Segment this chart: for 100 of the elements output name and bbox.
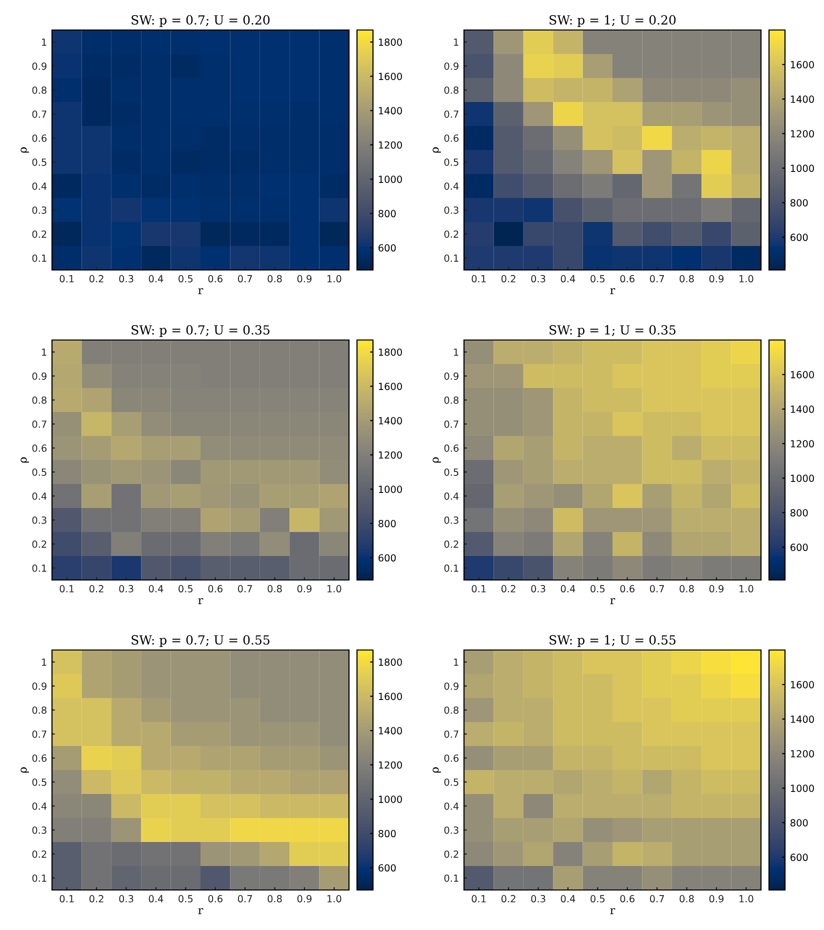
x-tick-label: 0.9 <box>709 585 724 592</box>
chart-title: SW: p = 1; U = 0.35 <box>550 325 676 338</box>
x-tick-label: 0.4 <box>560 895 576 902</box>
y-tick-label: 1 <box>42 348 46 356</box>
x-tick-label: 0.5 <box>590 275 605 282</box>
color-bar-label: 1400 <box>378 107 402 114</box>
color-bar-label: 1600 <box>790 371 814 378</box>
color-bar-label: 600 <box>790 234 808 242</box>
x-tick-label: 1.0 <box>739 275 754 282</box>
x-tick-label: 0.5 <box>590 585 605 592</box>
x-axis-title: r <box>610 288 616 294</box>
x-tick-label: 0.1 <box>60 585 74 592</box>
y-tick-label: 0.5 <box>444 158 458 166</box>
y-tick-label: 1 <box>42 38 46 46</box>
x-tick-label: 0.9 <box>297 275 312 282</box>
y-tick-label: 0.7 <box>32 420 46 428</box>
y-tick-label: 0.1 <box>444 564 458 572</box>
x-tick-label: 0.6 <box>620 585 634 592</box>
y-tick-label: 0.5 <box>444 468 458 476</box>
color-bar-label: 1000 <box>378 796 402 803</box>
y-tick-label: 0.8 <box>444 396 458 404</box>
color-bar-label: 1800 <box>378 38 402 46</box>
color-bar-label: 800 <box>378 830 396 838</box>
y-tick-label: 0.1 <box>32 564 46 572</box>
chart-title: SW: p = 0.7; U = 0.35 <box>132 325 270 338</box>
y-axis-title: ρ <box>20 457 29 463</box>
color-bar-label: 1600 <box>790 61 814 68</box>
color-bar-label: 1200 <box>790 750 814 758</box>
x-tick-label: 0.6 <box>620 275 634 282</box>
color-bar-label: 1800 <box>378 348 402 356</box>
x-tick-label: 0.8 <box>268 275 282 282</box>
color-bar-label: 600 <box>378 554 396 562</box>
x-tick-label: 0.8 <box>680 275 694 282</box>
color-bar-label: 800 <box>378 520 396 528</box>
y-tick-label: 0.8 <box>32 706 46 714</box>
y-axis-title: ρ <box>432 457 441 463</box>
y-tick-label: 0.8 <box>32 86 46 94</box>
color-bar-label: 1000 <box>790 164 814 172</box>
x-tick-label: 0.9 <box>709 895 724 902</box>
y-tick-label: 0.1 <box>444 254 458 262</box>
y-tick-label: 0.4 <box>32 182 47 190</box>
y-tick-label: 0.7 <box>32 730 46 738</box>
x-tick-label: 0.4 <box>560 585 576 592</box>
x-tick-label: 0.2 <box>89 895 104 902</box>
color-bar-label: 1400 <box>378 727 402 734</box>
x-tick-label: 0.5 <box>178 585 193 592</box>
x-tick-label: 0.6 <box>208 585 222 592</box>
color-bar-label: 1800 <box>378 658 402 666</box>
y-tick-label: 0.4 <box>444 182 459 190</box>
x-tick-label: 0.3 <box>531 895 546 902</box>
y-tick-label: 0.8 <box>444 706 458 714</box>
x-axis-title: r <box>198 908 204 914</box>
y-tick-label: 0.9 <box>444 62 458 70</box>
y-tick-label: 0.5 <box>444 778 458 786</box>
color-bar-label: 1000 <box>378 176 402 183</box>
x-tick-label: 0.2 <box>501 275 516 282</box>
y-tick-label: 0.7 <box>32 110 46 118</box>
y-tick-label: 0.3 <box>32 206 46 214</box>
y-tick-label: 0.4 <box>32 802 47 810</box>
y-tick-label: 0.2 <box>32 540 46 548</box>
color-bar-label: 800 <box>378 210 396 218</box>
x-tick-label: 0.4 <box>560 275 576 282</box>
x-tick-label: 0.5 <box>178 895 193 902</box>
y-tick-label: 0.3 <box>444 516 458 524</box>
x-tick-label: 0.4 <box>148 585 164 592</box>
y-tick-label: 1 <box>454 658 458 666</box>
x-axis-title: r <box>198 288 204 294</box>
x-tick-label: 0.3 <box>119 275 134 282</box>
y-tick-label: 0.6 <box>444 134 459 142</box>
x-tick-label: 0.4 <box>148 275 164 282</box>
x-tick-label: 1.0 <box>327 895 342 902</box>
y-axis-title: ρ <box>20 147 29 153</box>
color-bar-label: 1600 <box>378 72 402 80</box>
y-tick-label: 1 <box>454 348 458 356</box>
y-tick-label: 0.9 <box>32 682 46 690</box>
y-tick-label: 0.9 <box>32 62 46 70</box>
color-bar-label: 1000 <box>790 784 814 792</box>
y-tick-label: 0.6 <box>444 444 459 452</box>
x-tick-label: 0.2 <box>501 585 516 592</box>
y-tick-label: 0.7 <box>444 420 458 428</box>
y-axis-title: ρ <box>432 147 441 153</box>
x-tick-label: 0.2 <box>89 275 104 282</box>
chart-title: SW: p = 0.7; U = 0.55 <box>132 635 270 648</box>
x-tick-label: 0.1 <box>60 895 74 902</box>
y-tick-label: 0.2 <box>32 230 46 238</box>
y-tick-label: 0.2 <box>444 850 458 858</box>
x-axis-title: r <box>610 908 616 914</box>
x-tick-label: 0.8 <box>680 585 694 592</box>
x-tick-label: 0.5 <box>590 895 605 902</box>
chart-title: SW: p = 1; U = 0.55 <box>550 635 676 648</box>
x-tick-label: 0.6 <box>208 275 222 282</box>
color-bar-label: 1000 <box>790 474 814 482</box>
color-bar-label: 600 <box>790 544 808 552</box>
y-tick-label: 0.3 <box>32 826 46 834</box>
x-tick-label: 0.2 <box>89 585 104 592</box>
x-tick-label: 0.1 <box>60 275 74 282</box>
x-tick-label: 0.3 <box>531 275 546 282</box>
color-bar-label: 600 <box>378 244 396 252</box>
y-tick-label: 0.7 <box>444 110 458 118</box>
x-tick-label: 0.3 <box>119 895 134 902</box>
